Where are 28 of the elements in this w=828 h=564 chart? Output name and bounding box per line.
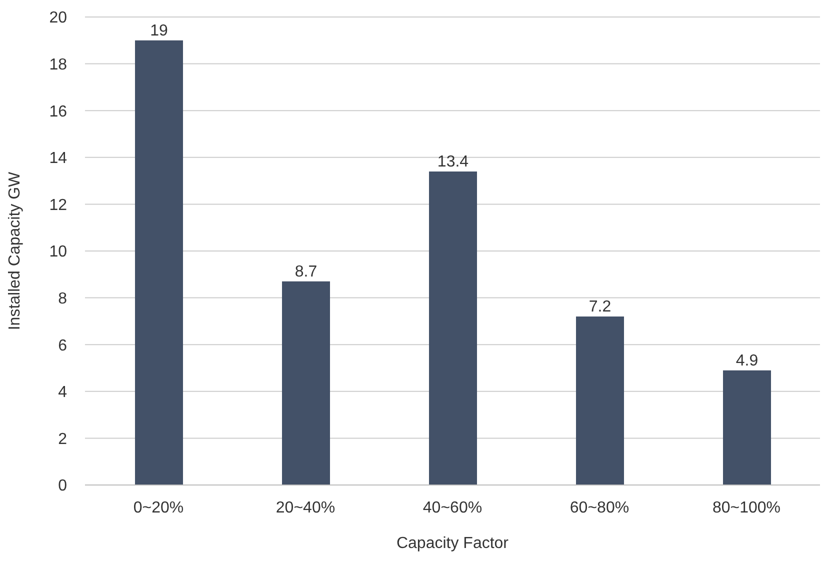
y-tick-label: 0	[58, 478, 68, 495]
x-tick-label: 20~40%	[276, 499, 336, 516]
x-tick-label: 60~80%	[570, 499, 630, 516]
data-label: 13.4	[437, 153, 469, 170]
y-axis-title: Installed Capacity GW	[6, 170, 24, 330]
y-tick-label: 10	[49, 244, 68, 261]
y-tick-label: 2	[58, 430, 68, 448]
data-label: 19	[150, 22, 168, 40]
y-tick-label: 14	[49, 150, 68, 168]
y-tick-label: 8	[58, 290, 68, 308]
x-tick-label: 80~100%	[712, 499, 781, 516]
bar	[282, 281, 330, 485]
bar	[576, 316, 624, 485]
y-tick-label: 12	[49, 196, 68, 214]
x-axis-title: Capacity Factor	[396, 535, 510, 552]
bar	[723, 370, 771, 485]
y-tick-label: 4	[58, 384, 68, 402]
bar	[429, 171, 477, 485]
data-label: 8.7	[294, 263, 318, 280]
data-label: 4.9	[736, 352, 758, 370]
x-tick-label: 0~20%	[133, 499, 184, 516]
bar	[135, 40, 183, 485]
x-tick-label: 40~60%	[422, 499, 482, 516]
y-tick-label: 6	[58, 337, 68, 354]
y-tick-label: 20	[49, 10, 68, 27]
y-tick-label: 18	[49, 56, 68, 74]
y-tick-label: 16	[49, 103, 68, 120]
data-label: 7.2	[588, 298, 612, 316]
